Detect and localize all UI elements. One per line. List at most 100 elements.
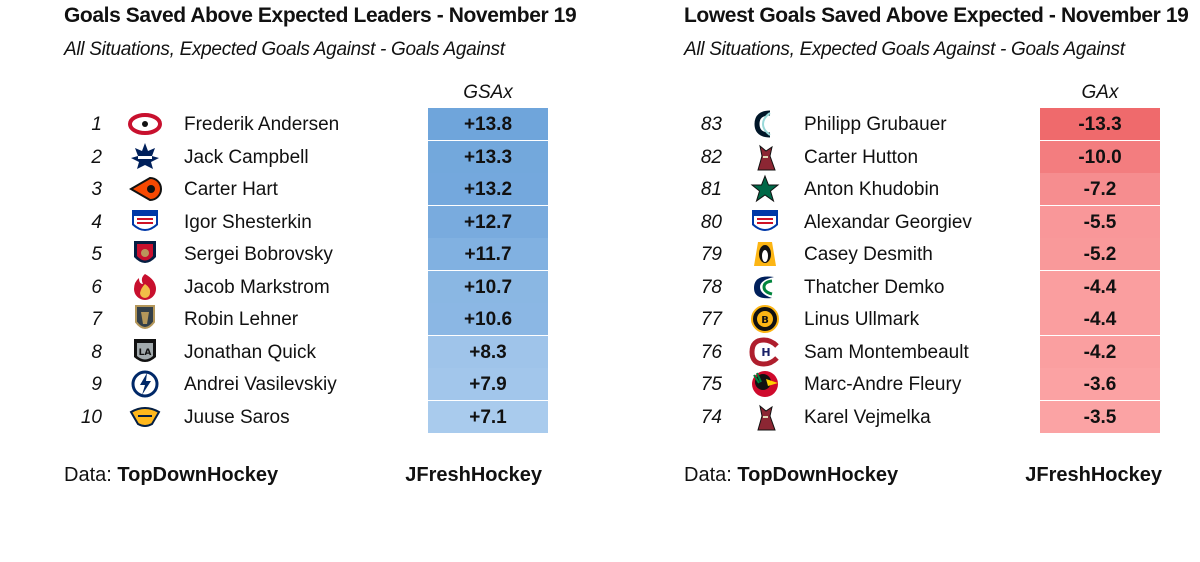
- value-cell: +11.7: [428, 238, 548, 270]
- player-name: Sergei Bobrovsky: [184, 244, 333, 265]
- hurricanes-logo: [128, 109, 162, 139]
- value-cell: +7.1: [428, 400, 548, 433]
- maple-leafs-logo: [128, 142, 162, 172]
- player-name: Jacob Markstrom: [184, 276, 330, 298]
- leaders-credit: JFreshHockey: [405, 464, 542, 486]
- value-cell: +13.2: [428, 173, 548, 205]
- leaders-panel: Goals Saved Above Expected Leaders - Nov…: [64, 0, 604, 562]
- table-row: 82 Carter Hutton -10.0: [684, 140, 1200, 173]
- lightning-logo: [128, 369, 162, 399]
- flames-logo: [128, 272, 162, 302]
- stars-logo: [748, 174, 782, 204]
- penguins-logo: [748, 239, 782, 269]
- table-row: 7 Robin Lehner +10.6: [64, 303, 604, 335]
- predators-logo: [128, 402, 162, 432]
- value-cell: -13.3: [1040, 108, 1160, 140]
- flyers-logo: [128, 174, 162, 204]
- player-name: Thatcher Demko: [804, 276, 945, 298]
- value-cell: +8.3: [428, 335, 548, 368]
- value-cell: +10.6: [428, 303, 548, 335]
- golden-knights-logo: [128, 304, 162, 334]
- table-row: 1 Frederik Andersen +13.8: [64, 108, 604, 140]
- player-name: Linus Ullmark: [804, 309, 920, 330]
- blackhawks-logo: [748, 369, 782, 399]
- table-row: 75 Marc-Andre Fleury -3.6: [684, 368, 1200, 400]
- svg-text:H: H: [761, 346, 770, 359]
- table-row: 10 Juuse Saros +7.1: [64, 400, 604, 433]
- rank-label: 74: [700, 406, 722, 428]
- value-cell: -3.5: [1040, 400, 1160, 433]
- rangers-logo: [128, 207, 162, 237]
- player-name: Sam Montembeault: [804, 341, 969, 363]
- rank-label: 76: [700, 341, 722, 363]
- svg-text:B: B: [761, 315, 769, 326]
- table-row: 4 Igor Shesterkin +12.7: [64, 205, 604, 238]
- player-name: Jack Campbell: [184, 146, 309, 168]
- rank-label: 81: [700, 179, 722, 200]
- player-name: Carter Hart: [184, 179, 278, 200]
- player-name: Alexandar Georgiev: [804, 211, 972, 233]
- rank-label: 83: [700, 114, 722, 135]
- player-name: Marc-Andre Fleury: [804, 374, 962, 395]
- player-name: Frederik Andersen: [184, 114, 340, 135]
- table-row: 77 B Linus Ullmark -4.4: [684, 303, 1200, 335]
- rank-label: 1: [91, 114, 102, 135]
- player-name: Philipp Grubauer: [804, 114, 947, 135]
- leaders-value-header: GSAx: [463, 82, 513, 103]
- lowest-panel: Lowest Goals Saved Above Expected - Nove…: [684, 0, 1200, 562]
- lowest-subtitle: All Situations, Expected Goals Against -…: [684, 39, 1125, 60]
- value-cell: +13.8: [428, 108, 548, 140]
- player-name: Juuse Saros: [184, 406, 290, 428]
- player-name: Jonathan Quick: [184, 341, 317, 363]
- lowest-credit: JFreshHockey: [1025, 464, 1162, 486]
- player-name: Robin Lehner: [184, 309, 299, 330]
- rank-label: 79: [700, 244, 722, 265]
- bruins-logo: B: [748, 304, 782, 334]
- rank-label: 80: [700, 211, 722, 233]
- player-name: Anton Khudobin: [804, 179, 940, 200]
- value-cell: -10.0: [1040, 140, 1160, 173]
- data-source-name: TopDownHockey: [117, 464, 279, 486]
- kraken-logo: [748, 109, 782, 139]
- kings-logo: LA: [128, 337, 162, 367]
- value-cell: +13.3: [428, 140, 548, 173]
- player-name: Igor Shesterkin: [184, 211, 312, 233]
- table-row: 6 Jacob Markstrom +10.7: [64, 270, 604, 303]
- table-row: 5 Sergei Bobrovsky +11.7: [64, 238, 604, 270]
- table-row: 79 Casey Desmith -5.2: [684, 238, 1200, 270]
- rank-label: 9: [91, 374, 102, 395]
- player-name: Casey Desmith: [804, 244, 933, 265]
- data-label: Data:: [64, 464, 112, 486]
- value-cell: -7.2: [1040, 173, 1160, 205]
- table-row: 83 Philipp Grubauer -13.3: [684, 108, 1200, 140]
- value-cell: -5.2: [1040, 238, 1160, 270]
- rank-label: 6: [91, 276, 102, 298]
- table-row: 3 Carter Hart +13.2: [64, 173, 604, 205]
- data-source-name: TopDownHockey: [737, 464, 899, 486]
- value-cell: -4.4: [1040, 270, 1160, 303]
- rangers-logo: [748, 207, 782, 237]
- coyotes-logo: [748, 402, 782, 432]
- rank-label: 10: [80, 406, 102, 428]
- canucks-logo: [748, 272, 782, 302]
- lowest-value-header: GAx: [1081, 82, 1119, 103]
- table-row: 9 Andrei Vasilevskiy +7.9: [64, 368, 604, 400]
- player-name: Carter Hutton: [804, 146, 919, 168]
- coyotes-logo: [748, 142, 782, 172]
- rank-label: 75: [700, 374, 722, 395]
- rank-label: 77: [700, 309, 722, 330]
- table-row: 76 H Sam Montembeault -4.2: [684, 335, 1200, 368]
- data-label: Data:: [684, 464, 732, 486]
- rank-label: 78: [700, 276, 722, 298]
- leaders-subtitle: All Situations, Expected Goals Against -…: [64, 39, 505, 60]
- rank-label: 82: [700, 146, 722, 168]
- value-cell: +12.7: [428, 205, 548, 238]
- rank-label: 3: [91, 179, 102, 200]
- table-row: 74 Karel Vejmelka -3.5: [684, 400, 1200, 433]
- value-cell: -4.4: [1040, 303, 1160, 335]
- value-cell: -5.5: [1040, 205, 1160, 238]
- lowest-title: Lowest Goals Saved Above Expected - Nove…: [684, 4, 1189, 27]
- rank-label: 2: [91, 146, 102, 168]
- rank-label: 4: [91, 211, 102, 233]
- panthers-logo: [128, 239, 162, 269]
